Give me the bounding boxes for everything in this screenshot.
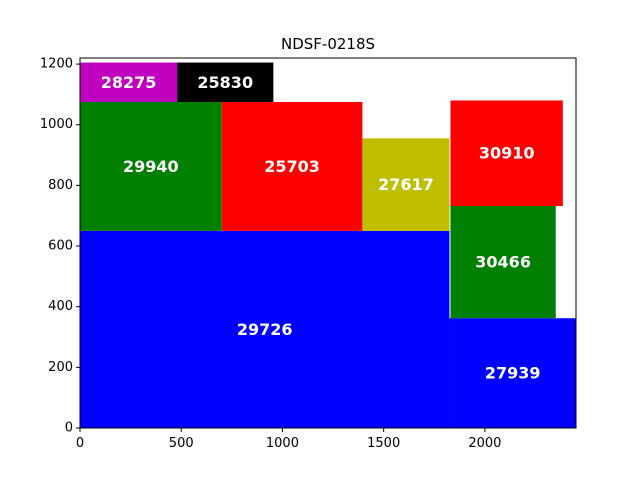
rect-28275 (80, 62, 178, 102)
x-axis: 0 500 1000 1500 2000 (76, 428, 501, 451)
chart-title: NDSF-0218S (281, 35, 375, 53)
y-tick-label: 1200 (40, 57, 73, 72)
rect-label-25830: 25830 (197, 73, 253, 92)
rect-29726 (80, 230, 450, 428)
rect-25703 (221, 101, 363, 231)
y-tick-label: 400 (48, 299, 73, 314)
x-tick-label: 1500 (367, 436, 400, 451)
rect-25830 (177, 62, 274, 102)
x-tick-label: 1000 (266, 436, 299, 451)
rect-label-27939: 27939 (485, 364, 541, 383)
y-tick-label: 800 (48, 178, 73, 193)
rects-layer (80, 62, 576, 428)
rect-label-29940: 29940 (123, 157, 179, 176)
rect-label-27617: 27617 (378, 175, 434, 194)
rect-30466 (450, 206, 556, 319)
rect-label-29726: 29726 (237, 320, 293, 339)
rect-label-30466: 30466 (475, 253, 531, 272)
y-tick-label: 0 (65, 421, 73, 436)
rect-29940 (80, 101, 222, 231)
labels-layer: 29726 27939 29940 25703 27617 30466 30910 28275… (101, 73, 541, 383)
rect-30910 (450, 100, 563, 206)
rect-label-30910: 30910 (479, 144, 535, 163)
rect-label-28275: 28275 (101, 73, 157, 92)
rect-27939 (449, 318, 576, 428)
y-tick-label: 600 (48, 239, 73, 254)
y-tick-label: 200 (48, 360, 73, 375)
x-tick-label: 0 (76, 436, 84, 451)
plot-frame (79, 57, 577, 429)
x-tick-label: 500 (169, 436, 194, 451)
rect-27617 (362, 138, 450, 231)
rect-label-25703: 25703 (264, 157, 320, 176)
y-axis: 0 200 400 600 800 1000 1200 (40, 57, 80, 436)
y-tick-label: 1000 (40, 117, 73, 132)
x-tick-label: 2000 (468, 436, 501, 451)
